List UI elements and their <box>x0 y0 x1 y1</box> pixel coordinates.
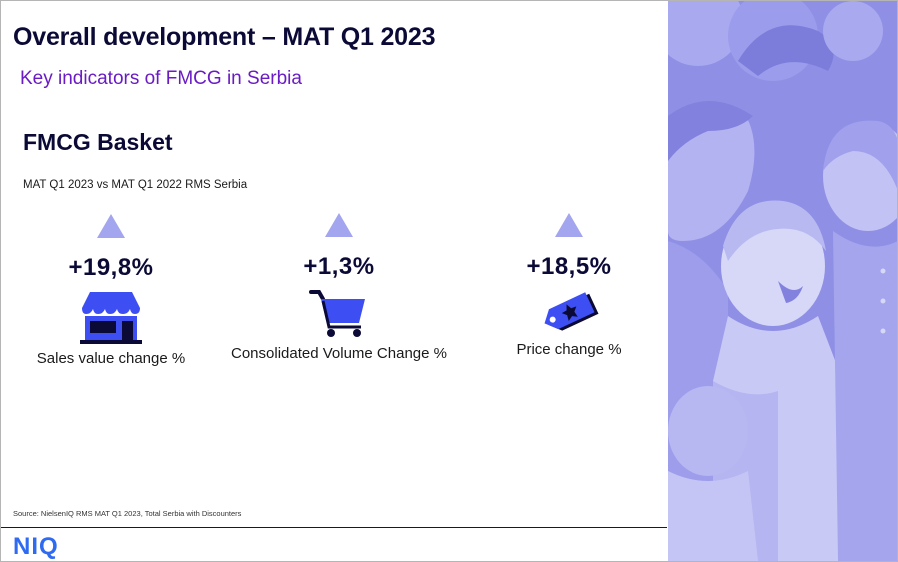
kpi-label: Sales value change % <box>36 350 186 367</box>
kpi-value: +19,8% <box>68 254 154 281</box>
kpi-label: Consolidated Volume Change % <box>231 345 447 362</box>
kpi-sales-value: +19,8% Sales value change % <box>1 214 221 367</box>
up-arrow-icon <box>555 213 583 237</box>
slide-title: Overall development – MAT Q1 2023 <box>13 23 436 51</box>
kpi-value: +1,3% <box>303 253 375 280</box>
kpi-price: +18,5% Price change % <box>459 213 679 358</box>
source-note: Source: NielsenIQ RMS MAT Q1 2023, Total… <box>13 509 242 518</box>
up-arrow-icon <box>325 213 353 237</box>
kpi-value: +18,5% <box>526 253 612 280</box>
shopping-cart-icon <box>309 290 365 337</box>
niq-logo: NIQ <box>13 533 59 560</box>
people-illustration <box>668 1 897 561</box>
kpi-volume: +1,3% Consolidated Volume Change % <box>229 213 449 362</box>
slide-subtitle: Key indicators of FMCG in Serbia <box>20 68 302 89</box>
footer-divider <box>1 527 667 528</box>
comparison-period: MAT Q1 2023 vs MAT Q1 2022 RMS Serbia <box>23 179 248 191</box>
store-icon <box>80 292 142 344</box>
up-arrow-icon <box>97 214 125 238</box>
price-tag-icon <box>544 292 599 331</box>
kpi-label: Price change % <box>516 341 622 358</box>
section-title: FMCG Basket <box>23 129 173 155</box>
